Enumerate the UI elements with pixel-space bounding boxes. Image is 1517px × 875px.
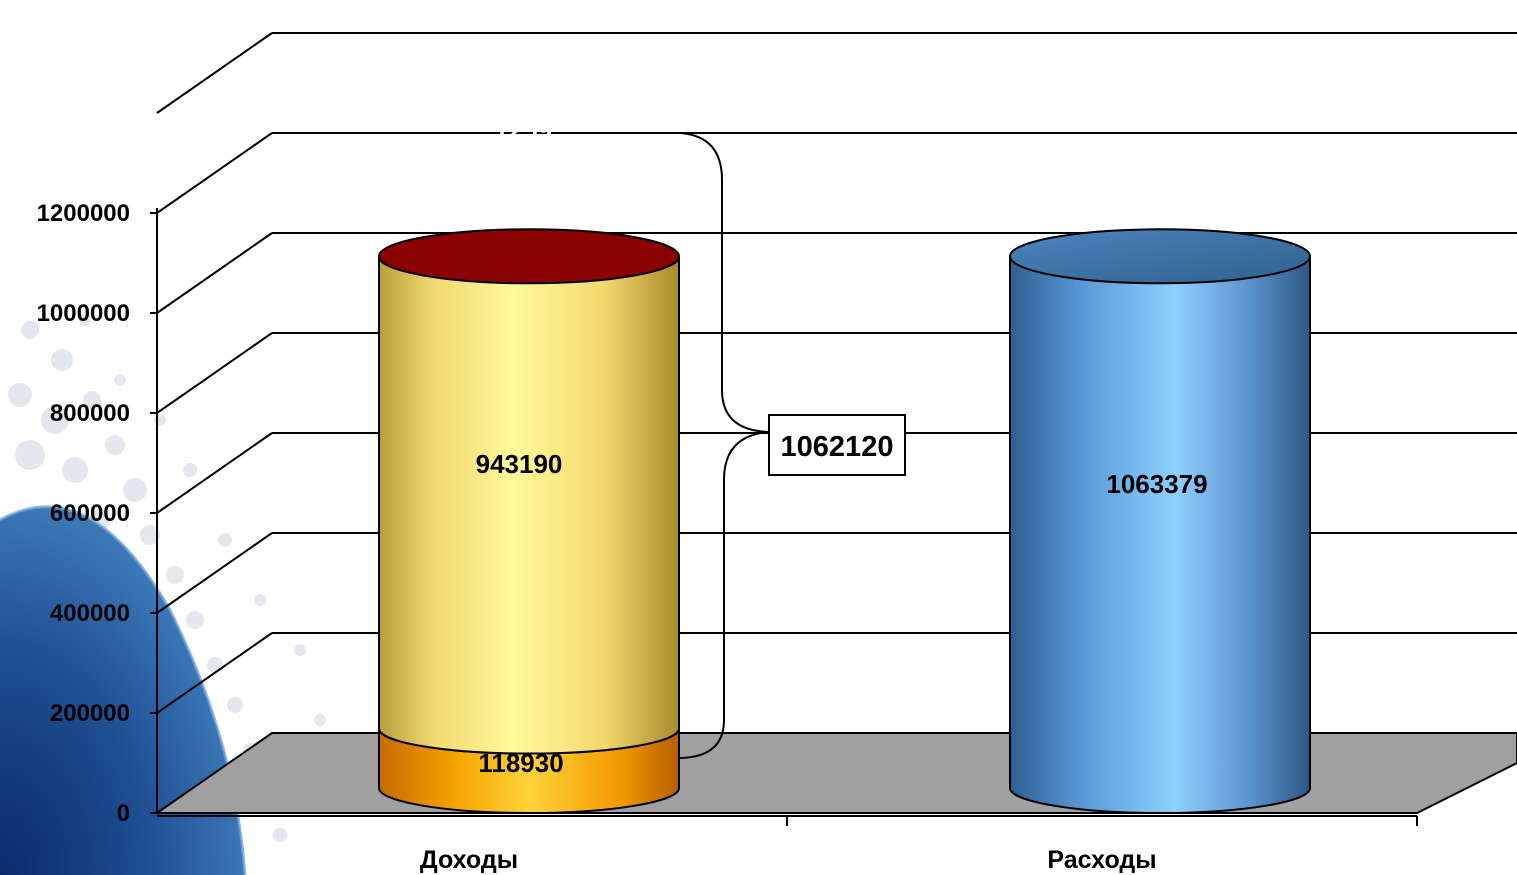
bars xyxy=(378,228,1311,814)
bar-dohody-part3 xyxy=(378,228,680,285)
total-value: 1062120 xyxy=(781,431,894,463)
label-dohody-part2: 943190 xyxy=(476,449,563,479)
y-tick-label: 400000 xyxy=(50,600,130,627)
y-tick-label: 0 xyxy=(117,800,130,827)
label-dohody-part3: 1259 xyxy=(494,115,552,145)
label-dohody-part1: 118930 xyxy=(478,748,563,778)
x-axis: Доходы Расходы xyxy=(157,815,1418,874)
background-decoration xyxy=(0,314,335,875)
gridline-depth xyxy=(156,632,273,714)
gridline-depth xyxy=(156,132,273,214)
y-tick-label: 800000 xyxy=(50,400,130,427)
y-tick-label: 1200000 xyxy=(37,200,130,227)
chart-floor xyxy=(153,732,1517,814)
gridline-depth xyxy=(156,432,273,514)
gridline-depth xyxy=(156,532,273,614)
floor-plane xyxy=(153,732,1517,814)
category-label-rashody: Расходы xyxy=(1047,846,1156,874)
y-tick-label: 600000 xyxy=(50,500,130,527)
gridline-depth xyxy=(156,32,273,114)
data-labels: 118930 943190 1259 1063379 xyxy=(476,115,1208,778)
total-annotation: 1062120 xyxy=(679,132,906,759)
category-label-dohody: Доходы xyxy=(420,846,518,874)
y-axis: 0 200000 400000 600000 800000 1000000 1200000 xyxy=(37,200,157,827)
gridline-depth xyxy=(156,232,273,314)
y-tick-label: 1000000 xyxy=(37,300,130,327)
bar-rashody-top xyxy=(1009,228,1311,285)
bar-dohody-part2 xyxy=(378,256,680,755)
label-rashody: 1063379 xyxy=(1106,469,1207,499)
bar-rashody xyxy=(1009,256,1311,814)
y-tick-label: 200000 xyxy=(50,700,130,727)
total-box xyxy=(768,414,906,476)
total-brace xyxy=(679,132,769,759)
gridline-depth xyxy=(156,332,273,414)
